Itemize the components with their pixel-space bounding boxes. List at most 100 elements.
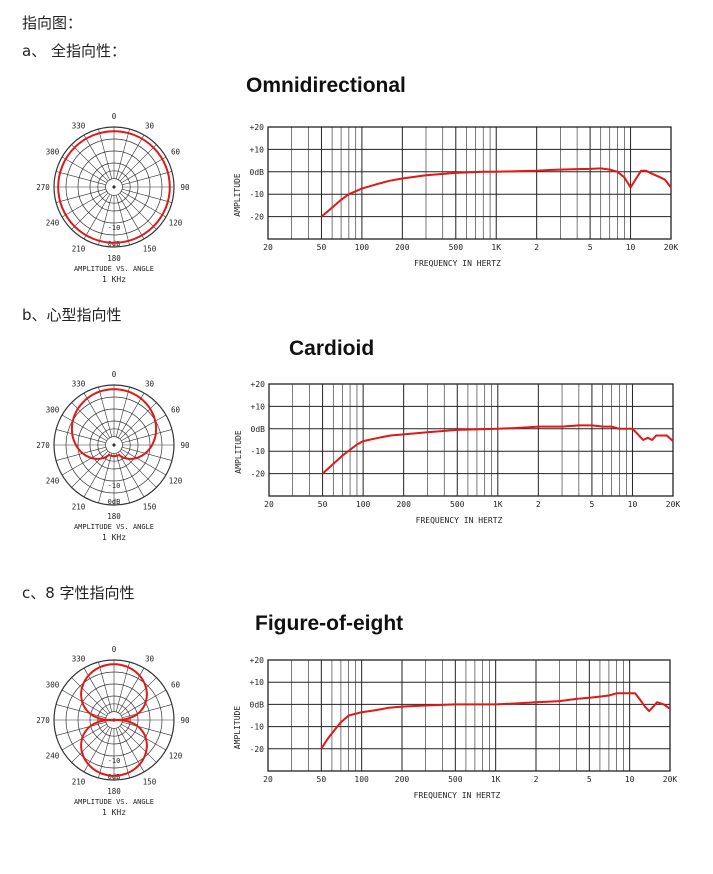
polar-pattern-line [80,663,148,777]
polar-angle-label: 150 [143,777,157,786]
polar-spoke [122,446,173,461]
polar-angle-label: 0 [112,370,117,379]
response-series-line [321,424,674,475]
title-cardioid: Cardioid [289,337,375,360]
polar-spoke [121,689,167,717]
polar-spoke [119,450,157,488]
polar-angle-label: 210 [72,244,86,253]
polar-angle-label: 30 [145,380,155,389]
polar-spoke [121,156,167,184]
x-tick-label: 10 [626,243,636,252]
polar-spoke [98,453,113,504]
y-tick-label: +20 [250,656,265,665]
y-tick-label: 0dB [250,700,265,709]
response-series-line [320,167,672,218]
polar-angle-label: 120 [169,477,183,486]
x-tick-label: 500 [449,243,464,252]
x-axis-label: FREQUENCY IN HERTZ [414,791,501,800]
x-axis-label: FREQUENCY IN HERTZ [416,516,503,525]
x-tick-label: 50 [318,500,328,509]
polar-spoke [71,450,109,488]
x-tick-label: 20K [666,500,681,509]
polar-spoke [55,721,106,736]
x-tick-label: 1K [491,243,501,252]
polar-spoke [83,194,111,240]
x-tick-label: 2 [534,775,539,784]
polar-angle-label: 30 [145,655,155,664]
y-tick-label: -10 [250,190,265,199]
polar-spoke [122,188,173,203]
polar-spoke [121,414,167,442]
polar-angle-label: 120 [169,219,183,228]
polar-angle-label: 270 [36,716,50,725]
polar-caption: AMPLITUDE VS. ANGLE [74,523,154,531]
plot-frame [267,659,671,772]
polar-spoke [117,392,145,438]
polar-spoke [115,386,130,437]
page-heading: 指向图： [22,14,83,32]
x-tick-label: 200 [395,775,410,784]
polar-spoke [71,144,109,182]
polar-frequency: 1 KHz [102,275,126,284]
polar-spoke [98,195,113,246]
section-label-fig8: c、8 字性指向性 [22,584,135,602]
section-label-omni: a、 全指向性： [22,42,126,60]
y-tick-label: +10 [251,402,266,411]
y-tick-label: -20 [250,745,265,754]
polar-angle-label: 90 [180,716,190,725]
polar-pattern-curve [80,663,148,777]
y-tick-label: +20 [250,123,265,132]
polar-grid [53,126,175,248]
title-fig8: Figure-of-eight [255,612,404,635]
x-tick-label: 500 [448,775,463,784]
polar-spoke [121,448,167,476]
polar-spoke [83,392,111,438]
x-tick-label: 20 [263,775,273,784]
polar-angle-label: 90 [180,183,190,192]
polar-caption: AMPLITUDE VS. ANGLE [74,798,154,806]
polar-ring-label: 0dB [108,240,121,248]
polar-angle-label: 300 [46,681,60,690]
polar-spoke [119,144,157,182]
y-tick-label: +20 [251,380,266,389]
polar-spoke [122,429,173,444]
x-tick-label: 100 [354,775,369,784]
polar-ring-label: 0dB [108,498,121,506]
polar-angle-label: 180 [107,787,121,796]
polar-spoke [55,429,106,444]
polar-angle-label: 60 [171,406,181,415]
polar-angle-label: 330 [72,655,86,664]
x-tick-label: 100 [356,500,371,509]
polar-spoke [61,190,107,218]
polar-spoke [61,414,107,442]
polar-spoke [55,171,106,186]
polar-ring-label: -10 [108,224,121,232]
polar-pattern-curve [70,388,158,460]
x-tick-label: 5 [588,243,593,252]
y-axis-label: AMPLITUDE [233,706,242,750]
y-tick-label: 0dB [250,168,265,177]
x-tick-label: 1K [491,775,501,784]
polar-angle-label: 300 [46,406,60,415]
polar-angle-label: 60 [171,681,181,690]
polar-pattern-line [70,388,158,460]
polar-spoke [83,134,111,180]
x-tick-label: 5 [590,500,595,509]
polar-spoke [55,188,106,203]
y-tick-label: +10 [250,145,265,154]
y-tick-label: -20 [251,470,266,479]
polar-grid [53,384,175,506]
x-tick-label: 2 [536,500,541,509]
polar-spoke [55,704,106,719]
polar-spoke [121,190,167,218]
x-tick-label: 100 [355,243,370,252]
polar-angle-label: 90 [180,441,190,450]
polar-spoke [121,723,167,751]
y-tick-label: -10 [250,723,265,732]
plot-frame [267,126,672,240]
polar-angle-label: 180 [107,512,121,521]
